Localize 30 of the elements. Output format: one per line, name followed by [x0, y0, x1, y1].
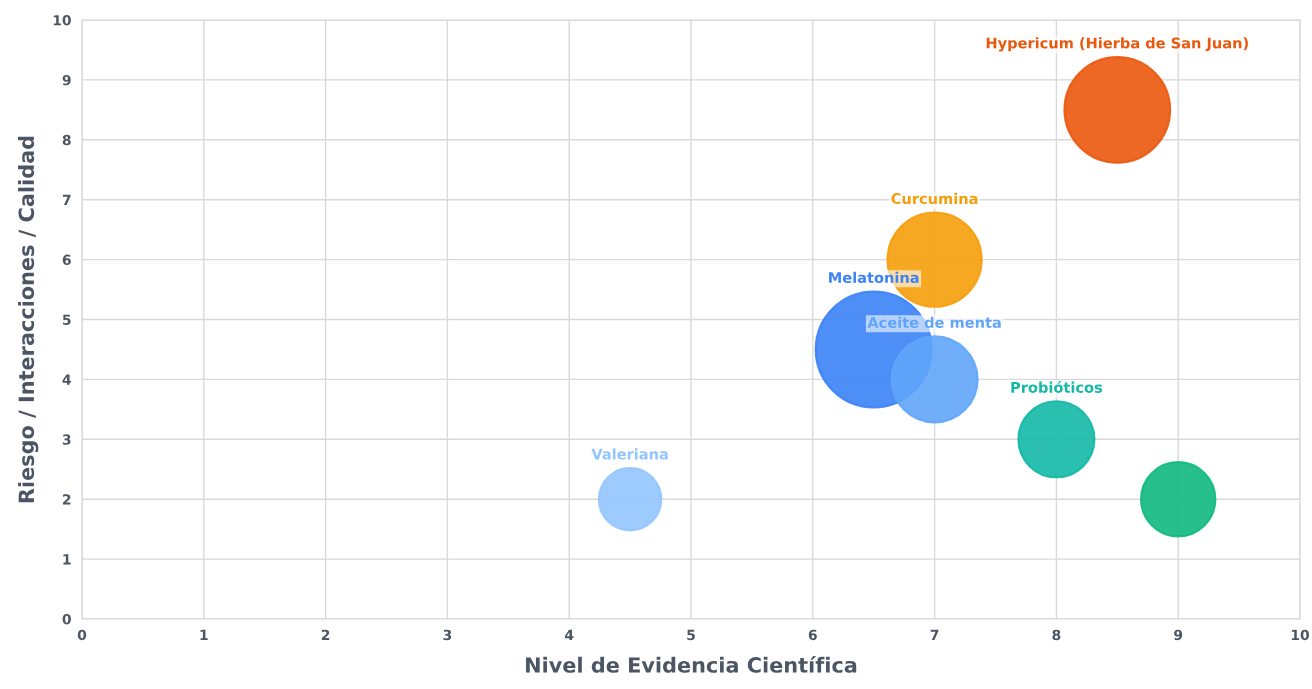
- x-axis-title: Nivel de Evidencia Científica: [526, 655, 857, 673]
- x-tick-label: 0: [77, 629, 87, 641]
- x-tick-label: 4: [564, 629, 574, 640]
- x-tick-label: 9: [1174, 629, 1183, 641]
- series-label: Melatonina: [829, 271, 919, 284]
- series-label: Valeriana: [591, 448, 668, 460]
- y-tick-label: 5: [62, 314, 71, 325]
- y-tick-label: 3: [62, 434, 71, 445]
- x-tick-label: 5: [687, 629, 695, 641]
- y-tick-label: 4: [62, 374, 71, 385]
- y-tick-label: 8: [62, 134, 71, 146]
- x-tick-label: 7: [930, 629, 939, 640]
- x-tick-label: 10: [1291, 629, 1309, 641]
- x-tick-label: 2: [321, 629, 330, 640]
- y-axis-title: Riesgo / Interacciones / Calidad: [18, 136, 39, 503]
- x-tick-label: 6: [808, 629, 817, 641]
- y-tick-label: 6: [62, 254, 71, 266]
- y-tick-label: 1: [63, 554, 71, 565]
- y-tick-label: 7: [62, 194, 71, 205]
- x-tick-label: 1: [200, 629, 208, 640]
- series-label: Curcumina: [891, 192, 978, 205]
- y-tick-label: 2: [63, 494, 71, 505]
- y-tick-label: 10: [53, 14, 71, 26]
- y-tick-label: 9: [62, 74, 71, 86]
- y-tick-label: 0: [62, 613, 71, 625]
- x-tick-label: 8: [1052, 629, 1061, 641]
- x-tick-label: 3: [443, 629, 452, 641]
- series-label: Aceite de menta: [867, 316, 1001, 328]
- series-label: Probióticos: [1011, 381, 1103, 393]
- series-label: Hypericum (Hierba de San Juan): [986, 37, 1248, 52]
